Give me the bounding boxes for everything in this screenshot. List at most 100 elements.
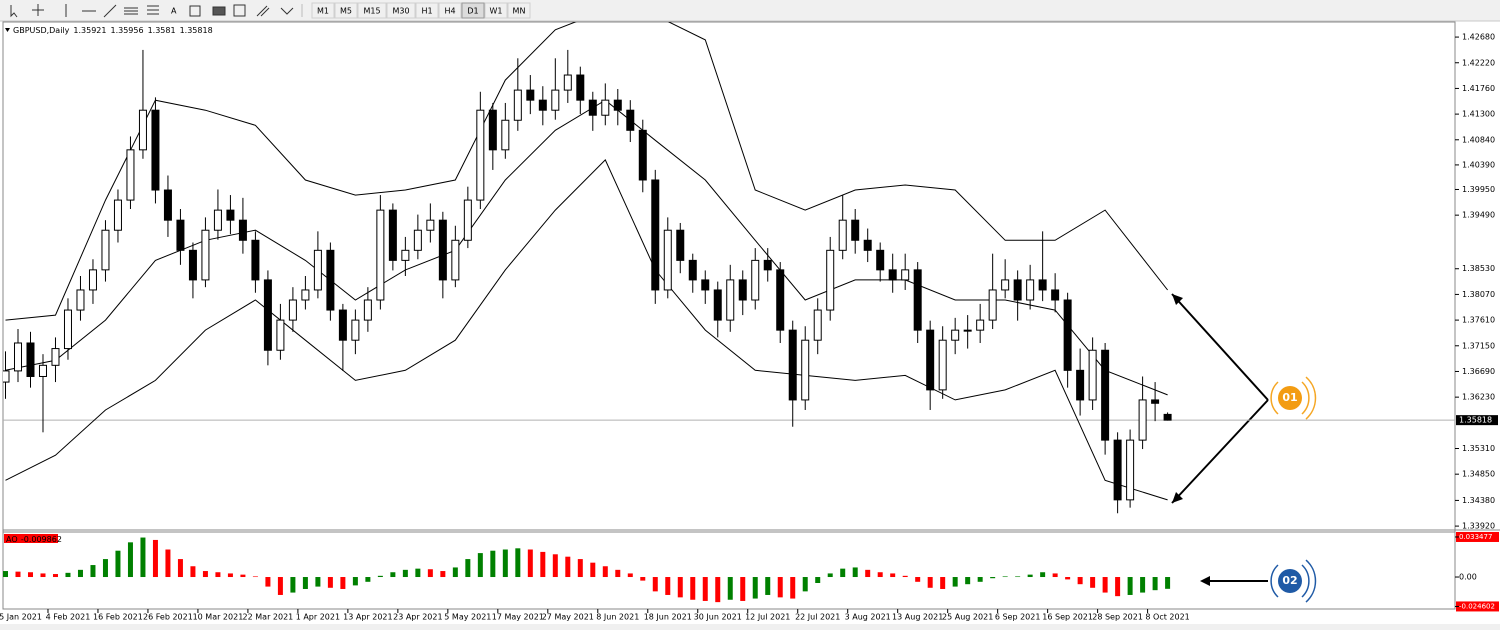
candle-body (651, 179, 660, 291)
timeframe-label[interactable]: M5 (340, 7, 352, 16)
y-tick-label: 1.39950 (1462, 185, 1495, 194)
timeframe-button[interactable] (415, 2, 439, 19)
y-tick-label: 1.36690 (1462, 367, 1495, 376)
label-tool[interactable] (189, 5, 201, 17)
ao-bar (1002, 576, 1008, 578)
ao-bar (65, 572, 71, 578)
x-tick-label: 8 Jun 2021 (596, 613, 639, 622)
cursor-tool[interactable] (10, 5, 18, 18)
candle-body (938, 339, 947, 391)
close: 1.35818 (180, 26, 213, 35)
pitchfork-tool[interactable] (256, 5, 270, 17)
timeframe-button[interactable] (461, 2, 485, 19)
candle-body (876, 249, 885, 271)
timeframe-label[interactable]: MN (513, 7, 526, 16)
candle-body (226, 209, 235, 221)
candle-body (263, 279, 272, 351)
y-tick-label: 1.37610 (1462, 316, 1495, 325)
indicator-label: AO -0.009862 (6, 535, 62, 544)
y-tick-label: 1.38530 (1462, 264, 1495, 273)
bollinger-middle (5, 99, 1168, 396)
candle-body (26, 342, 35, 377)
candle-body (526, 89, 535, 101)
bollinger-lower (5, 159, 1168, 501)
x-tick-label: 17 May 2021 (492, 613, 544, 622)
trendline-tool[interactable] (103, 4, 117, 18)
candle-body (701, 279, 710, 291)
ao-bar (927, 577, 933, 588)
ao-bar (640, 577, 646, 581)
timeframe-button[interactable] (311, 2, 335, 19)
candle-body (338, 309, 347, 341)
ao-bar (865, 569, 871, 578)
candle-body (438, 219, 447, 281)
candle-body (538, 99, 547, 111)
candle-body (688, 259, 697, 281)
text-tool-icon[interactable]: A (171, 7, 177, 16)
candle-body (763, 259, 772, 271)
ao-tick-bg (1456, 601, 1499, 612)
y-tick-label: 1.35310 (1462, 444, 1495, 453)
ao-bar (940, 577, 946, 589)
y-tick-label: 1.41300 (1462, 110, 1495, 119)
ao-bar (677, 577, 683, 598)
timeframe-label[interactable]: M30 (392, 7, 409, 16)
ao-bar (490, 550, 496, 578)
candle-body (913, 269, 922, 331)
rect-tool[interactable] (212, 6, 226, 16)
timeframe-label[interactable]: M1 (317, 7, 329, 16)
ao-bar (1115, 577, 1121, 597)
timeframe-label[interactable]: H1 (421, 7, 432, 16)
ao-bar (365, 577, 371, 582)
ao-bar (227, 573, 233, 578)
x-tick-label: 25 Jan 2021 (0, 613, 42, 622)
candle-body (426, 219, 435, 231)
timeframe-button[interactable] (507, 2, 531, 19)
timeframe-button[interactable] (484, 2, 508, 19)
candle-body (51, 348, 60, 366)
x-tick-label: 28 Sep 2021 (1092, 613, 1143, 622)
channel-tool[interactable] (124, 7, 138, 15)
y-tick-label: 1.39490 (1462, 211, 1495, 220)
candle-body (638, 129, 647, 181)
ao-bar (540, 551, 546, 578)
ao-bar (177, 559, 183, 578)
timeframe-label[interactable]: M15 (363, 7, 380, 16)
ao-bar (690, 577, 696, 600)
timeframe-label[interactable]: W1 (490, 7, 503, 16)
timeframe-label[interactable]: H4 (444, 7, 455, 16)
timeframe-button[interactable] (334, 2, 358, 19)
ao-bar (90, 565, 96, 578)
drawing-tools[interactable]: A (10, 4, 303, 18)
candle-body (588, 99, 597, 116)
ao-bar (902, 575, 908, 578)
candle-body (776, 269, 785, 331)
candle-body (251, 239, 260, 281)
candle-body (101, 229, 110, 271)
candle-body (176, 219, 185, 251)
timeframe-button[interactable] (357, 2, 387, 19)
timeframe-button[interactable] (386, 2, 416, 19)
candle-body (851, 219, 860, 241)
timeframe-button[interactable] (438, 2, 462, 19)
candle-body (126, 149, 135, 201)
candle-body (738, 279, 747, 301)
ao-bar (165, 549, 171, 578)
fibo-tool[interactable] (147, 5, 159, 15)
candle-body (813, 309, 822, 341)
candle-body (326, 249, 335, 311)
candle-body (3, 370, 10, 383)
ao-bar (1077, 577, 1083, 585)
candle-body (663, 229, 672, 291)
candle-body (788, 329, 797, 401)
ao-bar (415, 568, 421, 578)
indicator-name: AO (6, 535, 18, 544)
timeframe-label[interactable]: D1 (467, 7, 478, 16)
candle-body (238, 219, 247, 241)
candle-body (13, 342, 22, 372)
y-tick-label: 1.40840 (1462, 135, 1495, 144)
ao-bar (440, 571, 446, 578)
shapes-tool[interactable] (280, 7, 294, 15)
fibo-tool-2[interactable] (233, 4, 246, 17)
crosshair-tool[interactable] (32, 4, 44, 16)
